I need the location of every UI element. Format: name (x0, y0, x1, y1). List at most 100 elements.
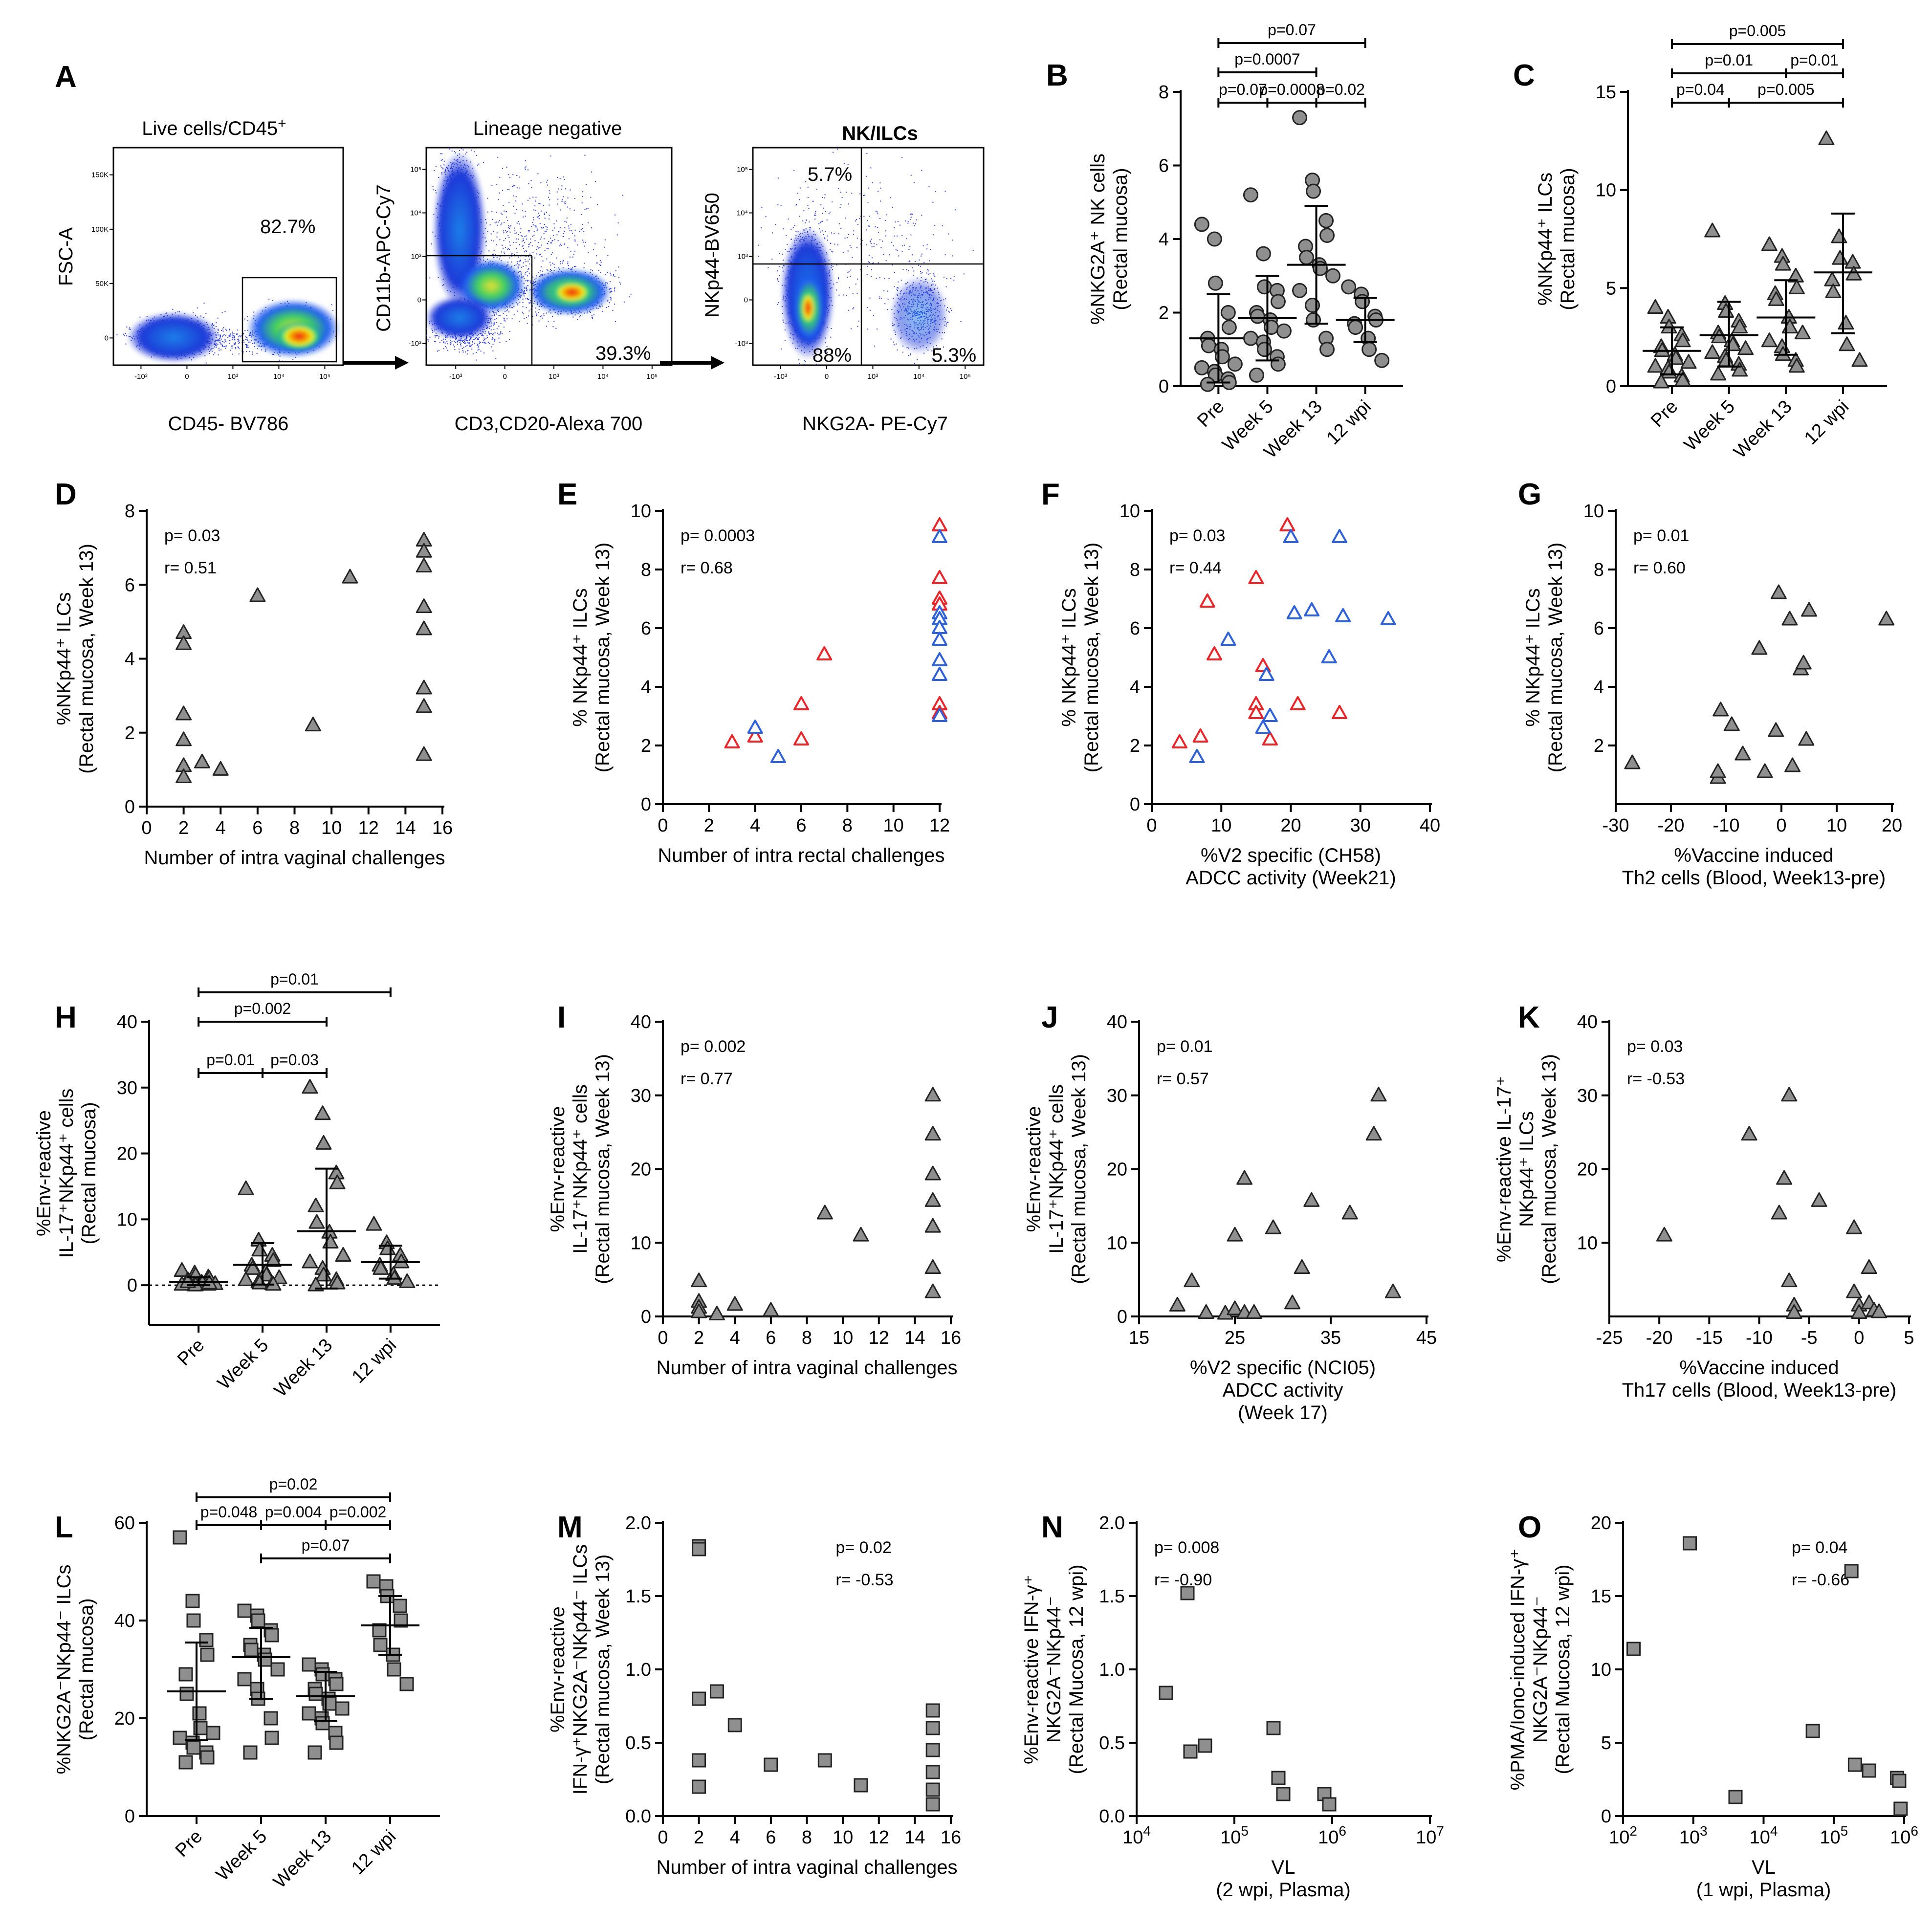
data-point (176, 768, 192, 783)
data-point (1712, 701, 1729, 717)
stat-label: r= 0.60 (1633, 559, 1686, 577)
data-point (763, 1302, 779, 1317)
data-point (315, 1716, 330, 1731)
x-tick-label: 10³ (549, 372, 559, 381)
data-point (307, 1276, 324, 1292)
data-point (1805, 1724, 1820, 1738)
x-axis-label: %V2 specific (CH58) (1201, 845, 1381, 866)
x-tick-label: 4 (730, 1328, 740, 1348)
data-point (1283, 529, 1299, 543)
x-tick-label: Week 13 (1730, 396, 1796, 462)
y-tick-label: 0 (417, 296, 421, 305)
y-tick-label: 1.0 (1099, 1660, 1125, 1680)
data-point (692, 1542, 706, 1556)
flow-title: NK/ILCs (842, 123, 918, 144)
data-point (1851, 1304, 1867, 1319)
data-point (1303, 1192, 1320, 1207)
gate-percent: 88% (812, 345, 852, 366)
data-point (764, 1757, 778, 1772)
y-axis-label: (Rectal mucosa) (1557, 168, 1579, 310)
y-tick-label: 8 (1159, 82, 1169, 103)
y-tick-label: 50K (95, 280, 109, 288)
y-axis-label: %Env-reactive (33, 1110, 55, 1236)
data-point (373, 1260, 389, 1275)
stat-label: p= 0.008 (1154, 1538, 1219, 1557)
y-tick-label: 10 (1596, 180, 1616, 201)
x-tick-label: 10⁵ (960, 372, 971, 381)
data-point (1801, 602, 1817, 617)
data-point (416, 679, 432, 695)
y-tick-label: 40 (1107, 1012, 1127, 1032)
data-point (399, 1273, 416, 1288)
p-value-label: p=0.01 (1790, 51, 1839, 69)
x-tick-label: 6 (766, 1328, 776, 1348)
data-point (179, 1687, 194, 1701)
stat-label: r= 0.68 (681, 559, 733, 577)
data-point (817, 1753, 832, 1768)
data-point (335, 1701, 350, 1716)
y-tick-label: 4 (125, 649, 135, 670)
data-point (816, 646, 833, 660)
y-axis-label: % NKp44⁺ ILCs (1058, 588, 1080, 726)
data-point (1319, 227, 1335, 243)
group-1 (167, 1530, 226, 1770)
stat-label: p= 0.0003 (681, 526, 755, 545)
data-point (1284, 1294, 1301, 1310)
y-tick-label: 20 (114, 1709, 135, 1729)
data-point (178, 1667, 193, 1682)
flow-ylabel: NKp44-BV650 (702, 193, 723, 318)
y-tick-label: 60 (114, 1513, 135, 1534)
x-tick-label: 16 (941, 1827, 961, 1848)
panel-e: E 0 2 4 6 8 10 % NKp44⁺ ILCs (Rectal mucosa, Wee… (557, 478, 950, 866)
y-tick-label: 30 (117, 1078, 137, 1098)
data-point (416, 620, 432, 635)
y-tick-label: 2 (1130, 736, 1140, 756)
data-point (1201, 338, 1216, 353)
x-tick-label: 12 wpi (1800, 396, 1853, 449)
data-point (1761, 332, 1778, 348)
data-point (932, 632, 947, 646)
y-axis-label: % NKp44⁺ ILCs (1522, 588, 1544, 726)
panel-m: M 0.0 0.5 1.0 1.5 2.0 %Env-reactive IFN-γ⁺NKG2A… (547, 1511, 961, 1878)
x-tick-label: Week 13 (269, 1826, 335, 1892)
data-point (924, 1259, 941, 1274)
panel-n: N 0.0 0.5 1.0 1.5 2.0 %Env-reactive IFN-γ⁺ NKG2… (1021, 1511, 1444, 1901)
x-axis-label: Th2 cells (Blood, Week13-pre) (1622, 867, 1886, 889)
data-point (1189, 749, 1205, 763)
data-point (925, 1721, 940, 1735)
data-point (1243, 330, 1258, 346)
data-point (329, 1174, 346, 1189)
y-tick-label: 0 (641, 1307, 651, 1327)
x-tick-label: 40 (1420, 815, 1440, 836)
data-point (1861, 1259, 1877, 1274)
p-value-label: p=0.005 (1757, 81, 1815, 98)
gate-percent: 82.7% (260, 216, 315, 238)
x-tick-label: 8 (802, 1827, 812, 1848)
y-axis-label: (Rectal mucosa, Week 13) (592, 1555, 614, 1785)
data-point (925, 1743, 940, 1757)
x-tick-label: 8 (842, 815, 853, 836)
data-point (1220, 305, 1236, 320)
x-tick-label: -30 (1603, 815, 1629, 836)
group-4 (1336, 279, 1395, 368)
data-point (302, 1706, 316, 1721)
data-point (1844, 254, 1861, 269)
panel-letter: O (1518, 1511, 1541, 1544)
y-tick-label: 0 (744, 296, 748, 305)
series (1159, 1586, 1337, 1812)
panel-letter: I (557, 1001, 566, 1034)
group-3 (1287, 110, 1346, 357)
data-point (1294, 1259, 1310, 1274)
x-tick-label: 0 (658, 1827, 668, 1848)
panel-letter: A (55, 60, 77, 94)
series (1656, 1087, 1888, 1319)
data-point (1299, 250, 1315, 265)
data-point (176, 635, 192, 650)
data-point (1741, 1126, 1757, 1141)
data-point (932, 529, 947, 543)
x-tick-label: 0 (658, 1328, 668, 1348)
data-point (1322, 1797, 1337, 1812)
p-value-label: p=0.02 (269, 1475, 318, 1493)
